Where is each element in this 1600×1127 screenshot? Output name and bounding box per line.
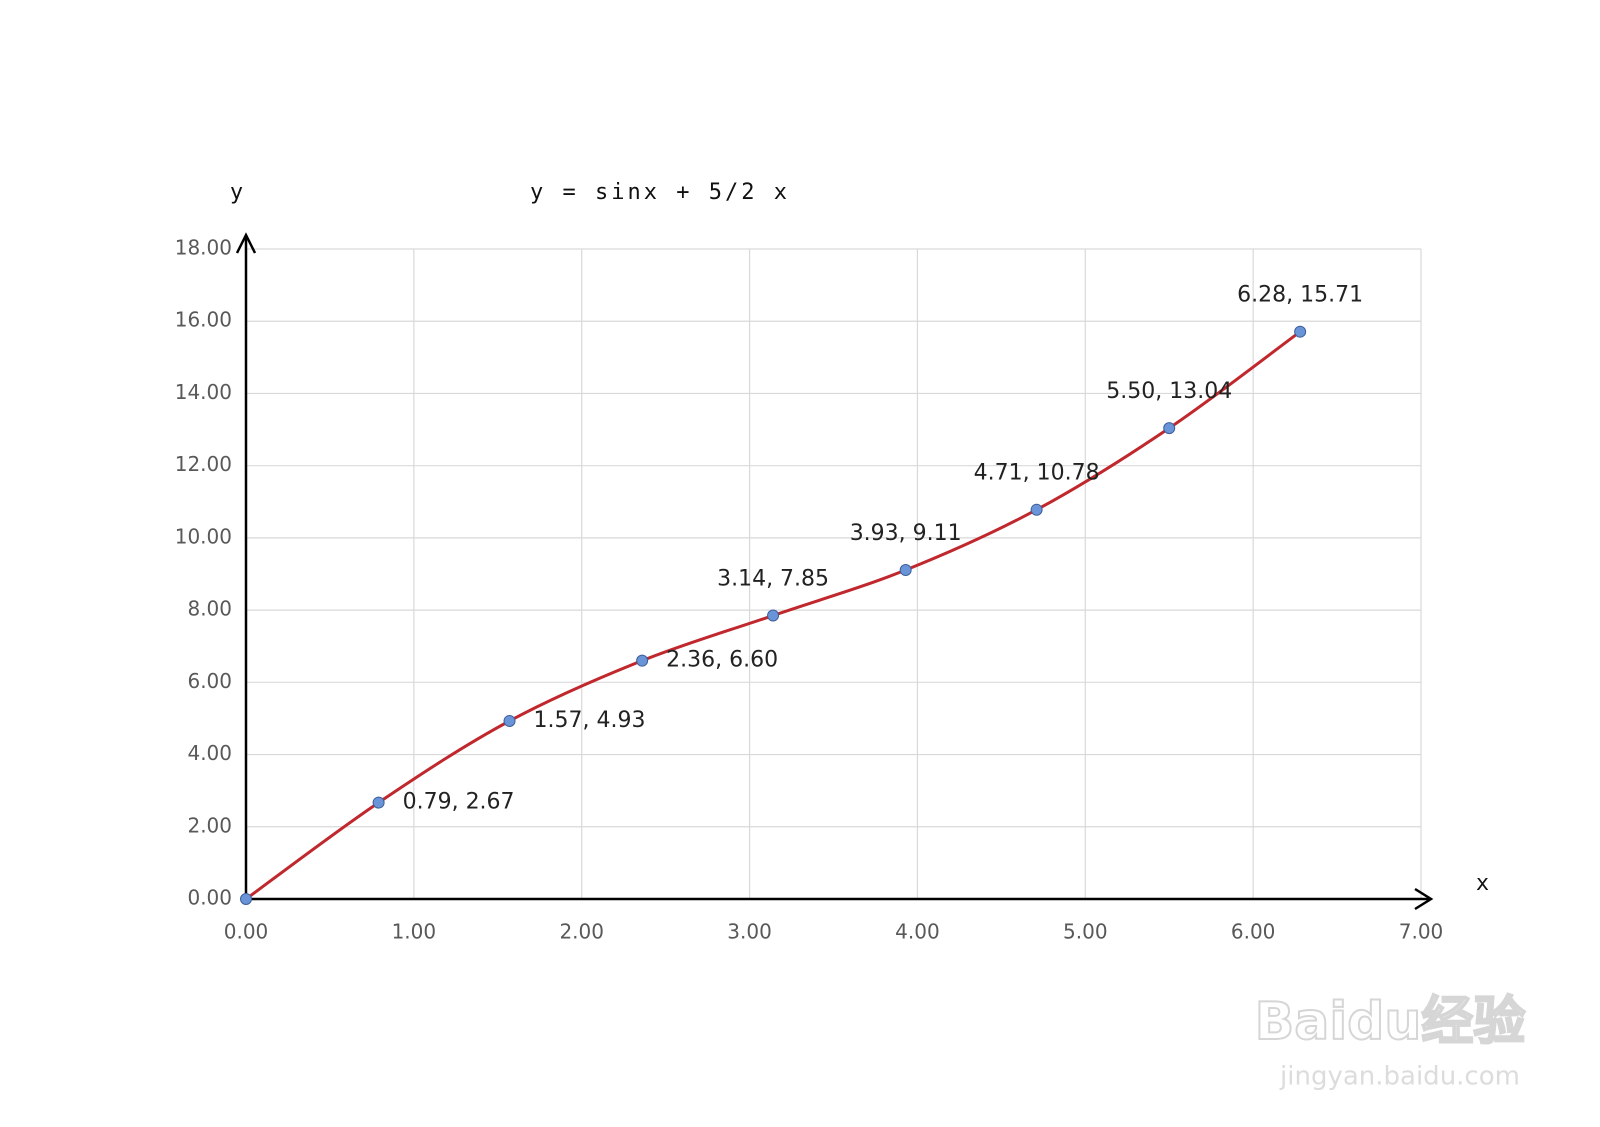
y-tick-label: 18.00 [175,236,232,260]
y-tick-label: 8.00 [187,597,232,621]
data-label: 2.36, 6.60 [666,648,778,673]
point [240,893,252,905]
x-tick-label: 2.00 [559,920,604,944]
y-tick-label: 14.00 [175,380,232,404]
x-tick-label: 6.00 [1231,920,1276,944]
y-tick-label: 12.00 [175,452,232,476]
x-tick-label: 4.00 [895,920,940,944]
y-axis-arrow [235,232,257,254]
point [636,654,649,667]
x-tick-label: 5.00 [1063,920,1108,944]
data-label: 4.71, 10.78 [974,461,1100,486]
point [1030,503,1043,516]
y-axis-label: y [230,180,246,205]
y-tick-label: 2.00 [187,813,232,837]
y-tick-label: 0.00 [187,886,232,910]
x-axis-arrow [1414,887,1434,911]
x-tick-label: 3.00 [727,920,772,944]
data-label: 1.57, 4.93 [534,708,646,733]
y-tick-label: 16.00 [175,308,232,332]
point [767,609,780,622]
watermark-url: jingyan.baidu.com [1279,1062,1520,1092]
x-tick-label: 1.00 [392,920,437,944]
data-label: 3.14, 7.85 [717,567,829,592]
point [1294,325,1307,338]
point [372,796,385,809]
x-axis-label: x [1476,871,1492,896]
data-label: 0.79, 2.67 [403,790,515,815]
data-label: 5.50, 13.04 [1106,379,1232,404]
point [899,564,912,577]
y-tick-label: 10.00 [175,524,232,548]
point [1163,422,1176,435]
watermark-brand: Baidu经验 [1255,992,1526,1052]
x-tick-label: 7.00 [1399,920,1444,944]
y-tick-label: 4.00 [187,741,232,765]
chart-title: y = sinx + 5/2 x [530,180,790,205]
y-tick-label: 6.00 [187,669,232,693]
x-tick-label: 0.00 [224,920,269,944]
data-label: 3.93, 9.11 [850,521,962,546]
data-label: 6.28, 15.71 [1237,283,1363,308]
point [503,714,516,727]
